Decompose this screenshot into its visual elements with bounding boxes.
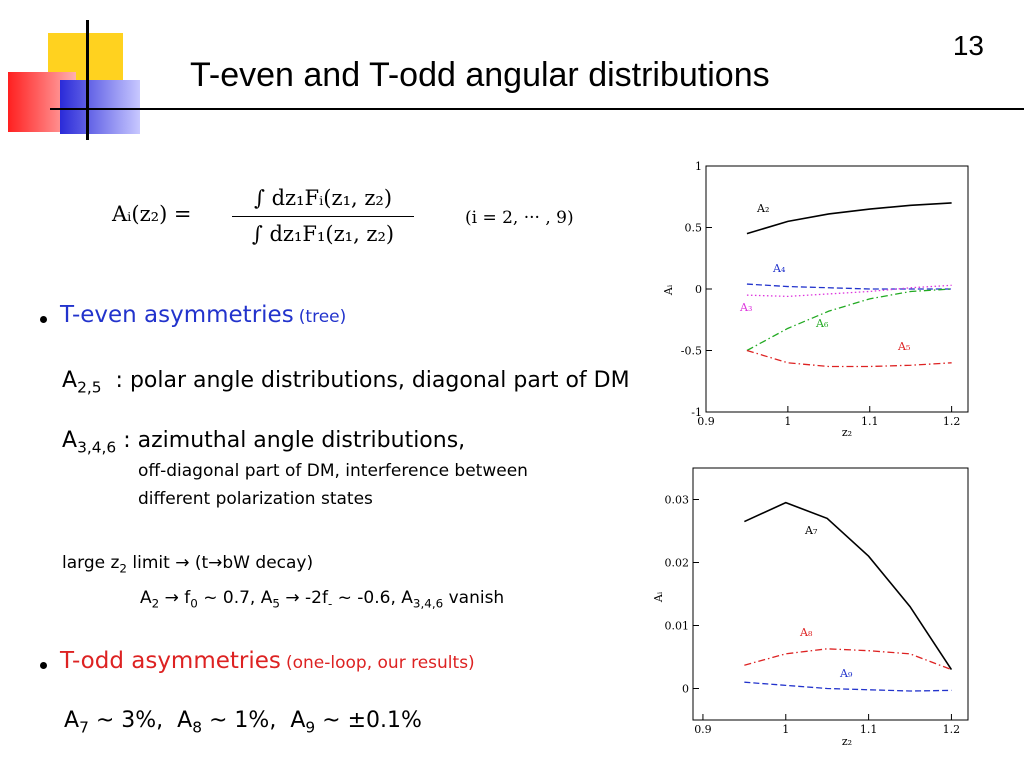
text: ~ 1%, A — [202, 708, 306, 733]
x-tick-label: 1.2 — [943, 415, 961, 428]
y-tick-label: 1 — [695, 160, 702, 173]
deco-blue — [60, 80, 140, 134]
formula-condition: (i = 2, ··· , 9) — [465, 208, 574, 228]
series-label: A₅ — [897, 340, 910, 353]
result: A7 ~ 3%, A8 ~ 1%, A9 ~ ±0.1% — [64, 708, 422, 736]
t-even-heading: T-even asymmetries (tree) — [60, 302, 346, 328]
series-label: A₂ — [756, 202, 769, 215]
limit: large z2 limit → (t→bW decay) — [62, 553, 313, 575]
subscript: 9 — [305, 718, 316, 737]
text: A — [62, 368, 78, 393]
bullet — [40, 662, 47, 669]
fraction-bar — [232, 216, 414, 217]
y-tick-label: 0.5 — [685, 222, 703, 235]
y-tick-label: -0.5 — [681, 345, 702, 358]
heading: T-odd asymmetries — [60, 648, 281, 674]
subscript: 2,5 — [77, 378, 102, 397]
series-label: A₈ — [799, 626, 813, 639]
item: A2,5 : polar angle distributions, diagon… — [62, 368, 630, 396]
series-line — [744, 681, 952, 692]
deco-line — [86, 20, 89, 140]
subscript: 7 — [79, 718, 89, 737]
x-tick-label: 0.9 — [697, 415, 715, 428]
y-tick-label: 0.03 — [665, 494, 690, 507]
plot-frame — [692, 467, 969, 721]
text: : azimuthal angle distributions, — [116, 428, 466, 453]
series-line — [746, 288, 952, 352]
x-tick-label: 1 — [784, 415, 791, 428]
y-tick-label: 0 — [682, 683, 689, 696]
item: A3,4,6 : azimuthal angle distributions, — [62, 428, 465, 456]
deco-line — [50, 108, 1024, 110]
y-tick-label: 0 — [695, 283, 702, 296]
text: ~ 0.7, A — [197, 588, 273, 608]
text: vanish — [443, 588, 505, 608]
subscript: 8 — [192, 718, 203, 737]
limit-detail: A2 → f0 ~ 0.7, A5 → -2f- ~ -0.6, A3,4,6 … — [140, 588, 504, 610]
text: A — [62, 428, 78, 453]
series-label: A₆ — [815, 317, 829, 330]
series-line — [746, 349, 952, 368]
item-line: different polarization states — [138, 489, 373, 509]
formula-numerator: ∫ dz₁Fᵢ(z₁, z₂) — [253, 186, 393, 210]
x-tick-label: 1.1 — [860, 723, 878, 736]
x-axis-label: z₂ — [842, 735, 852, 748]
text: ~ -0.6, A — [332, 588, 413, 608]
series-line — [746, 283, 952, 290]
series-line — [744, 501, 953, 671]
series-line — [746, 284, 952, 298]
formula-denominator: ∫ dz₁F₁(z₁, z₂) — [251, 222, 395, 246]
series-line — [746, 202, 952, 235]
subscript: 3,4,6 — [77, 438, 117, 457]
x-tick-label: 0.9 — [694, 723, 712, 736]
text: ~ ±0.1% — [315, 708, 422, 733]
note: (tree) — [298, 307, 347, 327]
text: A — [64, 708, 80, 733]
heading: T-even asymmetries — [60, 302, 294, 328]
series-label: A₃ — [739, 301, 752, 314]
x-tick-label: 1.1 — [861, 415, 879, 428]
y-tick-label: -1 — [691, 406, 702, 419]
text: → -2f — [279, 588, 328, 608]
series-line — [744, 648, 952, 671]
series-label: A₄ — [772, 262, 786, 275]
text: limit → (t→bW decay) — [127, 553, 314, 573]
subscript: 2 — [119, 561, 127, 576]
item-line: off-diagonal part of DM, interference be… — [138, 461, 528, 481]
y-tick-label: 0.02 — [665, 557, 690, 570]
y-tick-label: 0.01 — [665, 620, 690, 633]
x-tick-label: 1.2 — [943, 723, 961, 736]
t-odd-heading: T-odd asymmetries (one-loop, our results… — [60, 648, 475, 674]
subscript: - — [327, 596, 333, 611]
x-axis-label: z₂ — [842, 426, 852, 439]
text: ~ 3%, A — [88, 708, 193, 733]
y-axis-label: Aᵢ — [652, 591, 665, 603]
subscript: 2 — [151, 596, 160, 611]
x-tick-label: 1 — [782, 723, 789, 736]
formula-lhs: Aᵢ(z₂) = — [112, 202, 192, 226]
title: T-even and T-odd angular distributions — [190, 56, 770, 94]
y-axis-label: Aᵢ — [662, 284, 675, 296]
bullet — [40, 316, 47, 323]
text: → f — [159, 588, 191, 608]
text: large z — [62, 553, 120, 573]
text: A — [140, 588, 152, 608]
text: : polar angle distributions, diagonal pa… — [101, 368, 630, 393]
subscript: 0 — [190, 596, 198, 611]
note: (one-loop, our results) — [286, 653, 475, 673]
subscript: 3,4,6 — [412, 596, 444, 611]
series-label: A₇ — [804, 524, 818, 537]
subscript: 5 — [272, 596, 280, 611]
series-label: A₉ — [839, 667, 853, 680]
page-number: 13 — [952, 30, 984, 61]
